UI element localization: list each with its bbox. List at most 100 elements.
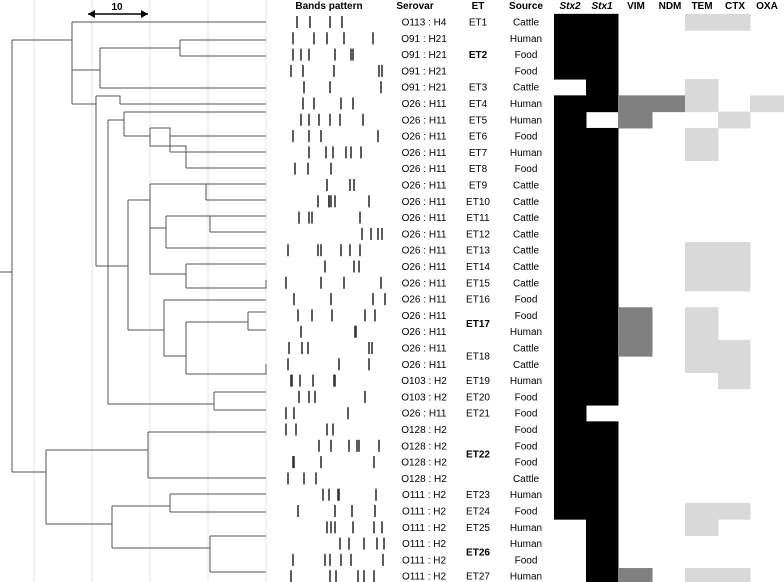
source-label: Cattle: [513, 278, 540, 289]
header-bands-pattern: Bands pattern: [295, 1, 362, 12]
heatmap-cell-tem: [685, 13, 719, 31]
heatmap-cell-stx1: [586, 30, 619, 47]
heatmap-cell-tem: [685, 127, 719, 145]
header-stx1: Stx1: [591, 1, 613, 12]
source-label: Human: [510, 115, 542, 126]
source-label: Food: [515, 409, 538, 420]
source-label: Food: [515, 425, 538, 436]
heatmap-cell-stx2: [554, 127, 587, 145]
serovar-label: O26 : H11: [402, 344, 447, 355]
heatmap-cell-vim: [618, 339, 653, 357]
source-label: Human: [510, 572, 542, 582]
serovar-label: O26 : H11: [402, 197, 447, 208]
et-label: ET23: [466, 490, 490, 501]
heatmap-cell-stx1: [586, 193, 619, 210]
et-label: ET7: [469, 148, 488, 159]
serovar-label: O26 : H11: [402, 164, 447, 175]
heatmap-cell-stx1: [586, 453, 619, 471]
source-label: Cattle: [513, 18, 540, 29]
source-label: Food: [515, 555, 538, 566]
heatmap-cell-stx1: [586, 502, 619, 520]
et-label: ET20: [466, 392, 490, 403]
et-label: ET9: [469, 181, 488, 192]
heatmap-cell-stx2: [554, 62, 587, 80]
et-label: ET26: [466, 547, 490, 558]
heatmap-cell-stx1: [586, 356, 619, 373]
heatmap-cell-stx2: [554, 323, 587, 341]
source-label: Cattle: [513, 213, 540, 224]
heatmap-cell-ctx: [718, 372, 751, 390]
bands-pattern: [285, 16, 386, 582]
serovar-label: O128 : H2: [401, 458, 447, 469]
heatmap-cell-ndm: [652, 95, 686, 113]
heatmap-cell-stx1: [586, 551, 619, 569]
heatmap-cell-stx2: [554, 225, 587, 243]
heatmap-cell-tem: [685, 242, 719, 259]
heatmap-cell-stx1: [586, 46, 619, 64]
serovar-label: O26 : H11: [402, 115, 447, 126]
header-ndm: NDM: [659, 1, 682, 12]
serovar-label: O111 : H2: [402, 572, 447, 582]
serovar-label: O111 : H2: [402, 507, 447, 518]
et-label: ET16: [466, 295, 490, 306]
serovar-label: O91 : H21: [401, 66, 447, 77]
heatmap-cell-tem: [685, 568, 719, 582]
source-label: Food: [515, 507, 538, 518]
heatmap-cell-stx2: [554, 274, 587, 292]
et-label: ET25: [466, 523, 490, 534]
serovar-label: O111 : H2: [402, 490, 447, 501]
et-label: ET19: [466, 376, 490, 387]
heatmap-cell-stx1: [586, 127, 619, 145]
serovar-label: O91 : H21: [401, 50, 447, 61]
heatmap-cell-stx1: [586, 307, 619, 325]
source-label: Human: [510, 99, 542, 110]
heatmap-cell-vim: [618, 568, 653, 582]
heatmap-cell-stx2: [554, 258, 587, 276]
source-label: Food: [515, 50, 538, 61]
heatmap-cell-stx2: [554, 356, 587, 373]
source-label: Food: [515, 66, 538, 77]
heatmap-cell-stx2: [554, 30, 587, 47]
heatmap-cell-stx2: [554, 95, 587, 113]
heatmap-cell-stx1: [586, 13, 619, 31]
heatmap-cell-stx2: [554, 111, 587, 129]
heatmap-cell-ctx: [718, 568, 751, 582]
heatmap-cell-ctx: [718, 356, 751, 373]
serovar-label: O26 : H11: [402, 327, 447, 338]
heatmap-cell-stx2: [554, 290, 587, 308]
et-label: ET1: [469, 18, 488, 29]
heatmap-cell-stx1: [586, 535, 619, 553]
heatmap-cell-tem: [685, 95, 719, 113]
heatmap-cell-stx1: [586, 225, 619, 243]
et-label: ET4: [469, 99, 488, 110]
serovar-label: O26 : H11: [402, 409, 447, 420]
source-label: Cattle: [513, 262, 540, 273]
heatmap-cell-stx2: [554, 502, 587, 520]
serovar-label: O26 : H11: [402, 148, 447, 159]
source-label: Cattle: [513, 246, 540, 257]
serovar-label: O26 : H11: [402, 213, 447, 224]
header-ctx: CTX: [725, 1, 745, 12]
heatmap-cell-ctx: [718, 339, 751, 357]
heatmap-cell-stx2: [554, 242, 587, 259]
et-label: ET13: [466, 246, 490, 257]
heatmap-cell-stx1: [586, 176, 619, 194]
et-label: ET8: [469, 164, 488, 175]
et-label: ET15: [466, 278, 490, 289]
heatmap-cell-ctx: [718, 258, 751, 276]
serovar-label: O111 : H2: [402, 523, 447, 534]
serovar-label: O111 : H2: [402, 539, 447, 550]
source-label: Cattle: [513, 181, 540, 192]
heatmap-cell-stx1: [586, 339, 619, 357]
heatmap-cell-stx1: [586, 209, 619, 227]
source-label: Food: [515, 132, 538, 143]
header-source: Source: [509, 1, 543, 12]
serovar-label: O111 : H2: [402, 555, 447, 566]
heatmap-cell-ctx: [718, 111, 751, 129]
serovar-label: O26 : H11: [402, 99, 447, 110]
heatmap-cell-stx1: [586, 568, 619, 582]
header-stx2: Stx2: [559, 1, 581, 12]
et-label: ET3: [469, 83, 488, 94]
source-label: Cattle: [513, 197, 540, 208]
heatmap-cell-tem: [685, 79, 719, 96]
